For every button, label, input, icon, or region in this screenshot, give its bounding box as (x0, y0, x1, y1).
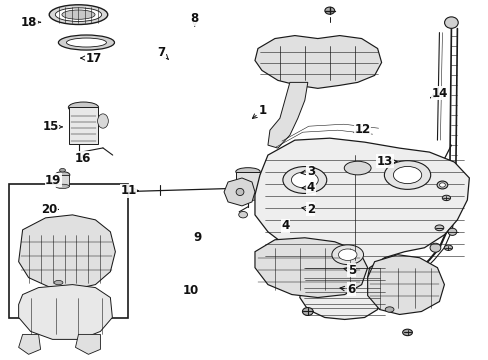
Ellipse shape (49, 5, 107, 24)
Ellipse shape (66, 38, 106, 47)
Ellipse shape (58, 35, 114, 50)
Ellipse shape (55, 8, 102, 22)
Text: 3: 3 (301, 165, 314, 178)
Text: 19: 19 (45, 174, 61, 186)
Ellipse shape (302, 307, 312, 315)
Ellipse shape (282, 167, 326, 193)
Text: 14: 14 (429, 87, 447, 100)
Ellipse shape (54, 280, 63, 285)
Polygon shape (19, 285, 112, 339)
Polygon shape (254, 238, 367, 298)
Text: 15: 15 (42, 121, 62, 134)
Ellipse shape (402, 329, 411, 336)
Ellipse shape (324, 7, 334, 14)
Text: 11: 11 (120, 184, 138, 197)
Ellipse shape (444, 17, 457, 28)
Ellipse shape (344, 161, 370, 175)
Polygon shape (267, 82, 307, 148)
Bar (56, 175, 69, 186)
Text: 20: 20 (41, 203, 58, 216)
Bar (9, 184, 128, 318)
Ellipse shape (385, 307, 393, 312)
Ellipse shape (238, 211, 247, 218)
Text: 17: 17 (81, 51, 101, 64)
Ellipse shape (436, 181, 447, 189)
Ellipse shape (62, 10, 95, 19)
Ellipse shape (291, 172, 318, 188)
Ellipse shape (447, 228, 456, 235)
Polygon shape (367, 255, 444, 315)
Polygon shape (19, 334, 41, 354)
Ellipse shape (56, 184, 69, 189)
Ellipse shape (392, 166, 421, 184)
Ellipse shape (444, 245, 451, 251)
Text: 4: 4 (281, 219, 289, 233)
Ellipse shape (98, 114, 108, 128)
Text: 4: 4 (302, 181, 314, 194)
Polygon shape (254, 138, 468, 319)
Text: 12: 12 (353, 123, 370, 136)
Text: 13: 13 (376, 155, 396, 168)
Ellipse shape (429, 243, 440, 252)
Text: 5: 5 (343, 264, 355, 277)
Ellipse shape (55, 172, 70, 178)
Polygon shape (254, 36, 381, 88)
Ellipse shape (441, 195, 449, 201)
Ellipse shape (60, 168, 65, 172)
Ellipse shape (434, 225, 443, 231)
Bar (69, 107, 98, 144)
Ellipse shape (236, 188, 244, 195)
Ellipse shape (331, 245, 363, 265)
Polygon shape (75, 334, 100, 354)
Text: 7: 7 (157, 46, 168, 59)
Text: 16: 16 (74, 152, 91, 165)
Text: 9: 9 (193, 231, 202, 244)
Polygon shape (224, 178, 254, 206)
Text: 2: 2 (301, 203, 314, 216)
Ellipse shape (68, 102, 99, 113)
Text: 1: 1 (252, 104, 266, 118)
Ellipse shape (439, 183, 445, 187)
Ellipse shape (338, 249, 356, 260)
Text: 18: 18 (21, 16, 41, 29)
Ellipse shape (384, 161, 430, 189)
Ellipse shape (235, 168, 260, 176)
Ellipse shape (236, 194, 259, 201)
Text: 10: 10 (183, 284, 199, 297)
Polygon shape (19, 215, 115, 289)
Text: 6: 6 (339, 283, 355, 296)
Bar (236, 172, 259, 197)
Text: 8: 8 (190, 12, 199, 26)
